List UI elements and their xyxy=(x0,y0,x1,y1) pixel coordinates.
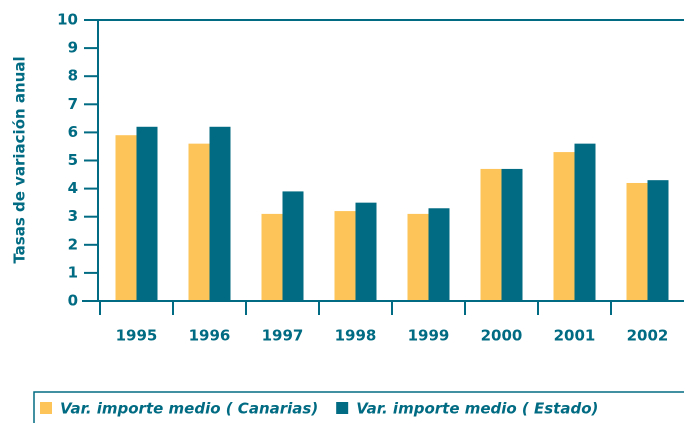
x-tick-label: 2001 xyxy=(554,327,596,345)
bar xyxy=(553,152,575,301)
legend-label: Var. importe medio ( Canarias) xyxy=(60,400,318,418)
x-tick-label: 1998 xyxy=(335,327,377,345)
bar xyxy=(501,168,523,301)
legend-label: Var. importe medio ( Estado) xyxy=(356,400,598,418)
bar xyxy=(480,168,502,301)
bar xyxy=(334,211,356,301)
bar xyxy=(209,126,231,301)
y-tick-label: 6 xyxy=(68,123,78,141)
legend-swatch xyxy=(40,402,52,414)
y-tick-label: 5 xyxy=(68,151,78,169)
bar xyxy=(428,208,450,301)
bar xyxy=(626,182,648,301)
x-tick-label: 1999 xyxy=(408,327,450,345)
y-tick-label: 0 xyxy=(68,292,78,310)
bar xyxy=(261,213,283,301)
bar xyxy=(355,202,377,301)
y-tick-label: 2 xyxy=(68,235,78,253)
y-axis-label: Tasas de variación anual xyxy=(11,56,29,263)
y-tick-label: 7 xyxy=(68,95,78,113)
bar xyxy=(115,135,137,301)
y-tick-label: 9 xyxy=(68,39,78,57)
y-tick-label: 3 xyxy=(68,207,78,225)
x-tick-label: 2002 xyxy=(627,327,669,345)
bar xyxy=(188,143,210,301)
legend-box xyxy=(33,391,684,423)
y-tick-label: 8 xyxy=(68,67,78,85)
x-tick-label: 1996 xyxy=(189,327,231,345)
x-tick-label: 1995 xyxy=(116,327,158,345)
x-tick-label: 1997 xyxy=(262,327,304,345)
bar xyxy=(407,213,429,301)
legend-swatch xyxy=(336,402,349,414)
bar xyxy=(136,126,158,301)
y-tick-label: 1 xyxy=(68,263,78,281)
bar xyxy=(647,180,669,301)
bar xyxy=(282,191,304,301)
x-tick-label: 2000 xyxy=(481,327,523,345)
bar xyxy=(574,143,596,301)
y-tick-label: 10 xyxy=(57,11,78,29)
y-tick-label: 4 xyxy=(68,179,78,197)
